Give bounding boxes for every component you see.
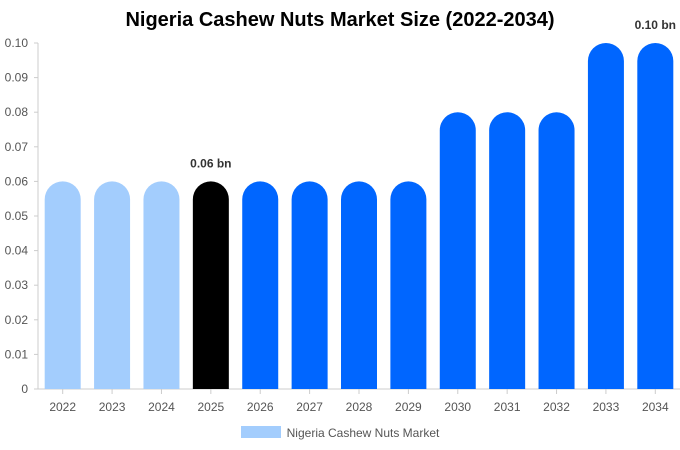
x-tick-label: 2034 <box>642 400 669 414</box>
y-tick-label: 0 <box>21 382 28 396</box>
bar-2032 <box>538 112 575 389</box>
bar-2025 <box>192 181 229 389</box>
x-tick-label: 2031 <box>494 400 521 414</box>
legend: Nigeria Cashew Nuts Market <box>0 426 680 440</box>
y-tick-label: 0.10 <box>5 36 29 50</box>
bar-2026 <box>242 181 279 389</box>
y-tick-label: 0.03 <box>5 278 29 292</box>
x-tick-label: 2025 <box>197 400 224 414</box>
y-tick-label: 0.09 <box>5 71 29 85</box>
data-label-2034: 0.10 bn <box>635 18 676 32</box>
data-label-2025: 0.06 bn <box>190 156 231 170</box>
x-tick-label: 2030 <box>444 400 471 414</box>
bar-2029 <box>390 181 427 389</box>
x-tick-label: 2032 <box>543 400 570 414</box>
y-tick-label: 0.05 <box>5 209 29 223</box>
y-tick-label: 0.07 <box>5 140 29 154</box>
y-tick-label: 0.04 <box>5 244 29 258</box>
bar-2030 <box>439 112 476 389</box>
x-tick-label: 2022 <box>49 400 76 414</box>
data-labels: 0.06 bn 0.10 bn <box>190 18 676 170</box>
bars <box>44 43 674 389</box>
chart-title: Nigeria Cashew Nuts Market Size (2022-20… <box>125 9 555 31</box>
bar-2031 <box>489 112 526 389</box>
x-tick-label: 2026 <box>247 400 274 414</box>
y-tick-label: 0.02 <box>5 313 29 327</box>
x-axis: 2022 2023 2024 2025 2026 2027 2028 2029 2030 2031… <box>38 388 680 414</box>
x-tick-label: 2024 <box>148 400 175 414</box>
bar-2033 <box>587 43 624 389</box>
legend-swatch <box>240 426 281 438</box>
x-tick-label: 2028 <box>346 400 373 414</box>
y-tick-label: 0.01 <box>5 347 29 361</box>
bar-2028 <box>341 181 377 389</box>
bar-2034 <box>637 43 674 389</box>
x-tick-label: 2029 <box>395 400 422 414</box>
bar-2023 <box>94 181 131 389</box>
x-tick-label: 2027 <box>296 400 323 414</box>
bar-2024 <box>143 181 180 389</box>
x-tick-label: 2033 <box>593 400 620 414</box>
x-tick-label: 2023 <box>99 400 126 414</box>
y-tick-label: 0.08 <box>5 105 29 119</box>
y-tick-label: 0.06 <box>5 174 29 188</box>
bar-2027 <box>291 181 328 389</box>
legend-label: Nigeria Cashew Nuts Market <box>286 426 440 440</box>
y-axis: 0 0.01 0.02 0.03 0.04 0.05 0.06 0.07 0.08 0.09 0.1… <box>5 36 39 396</box>
bar-2022 <box>44 181 81 389</box>
